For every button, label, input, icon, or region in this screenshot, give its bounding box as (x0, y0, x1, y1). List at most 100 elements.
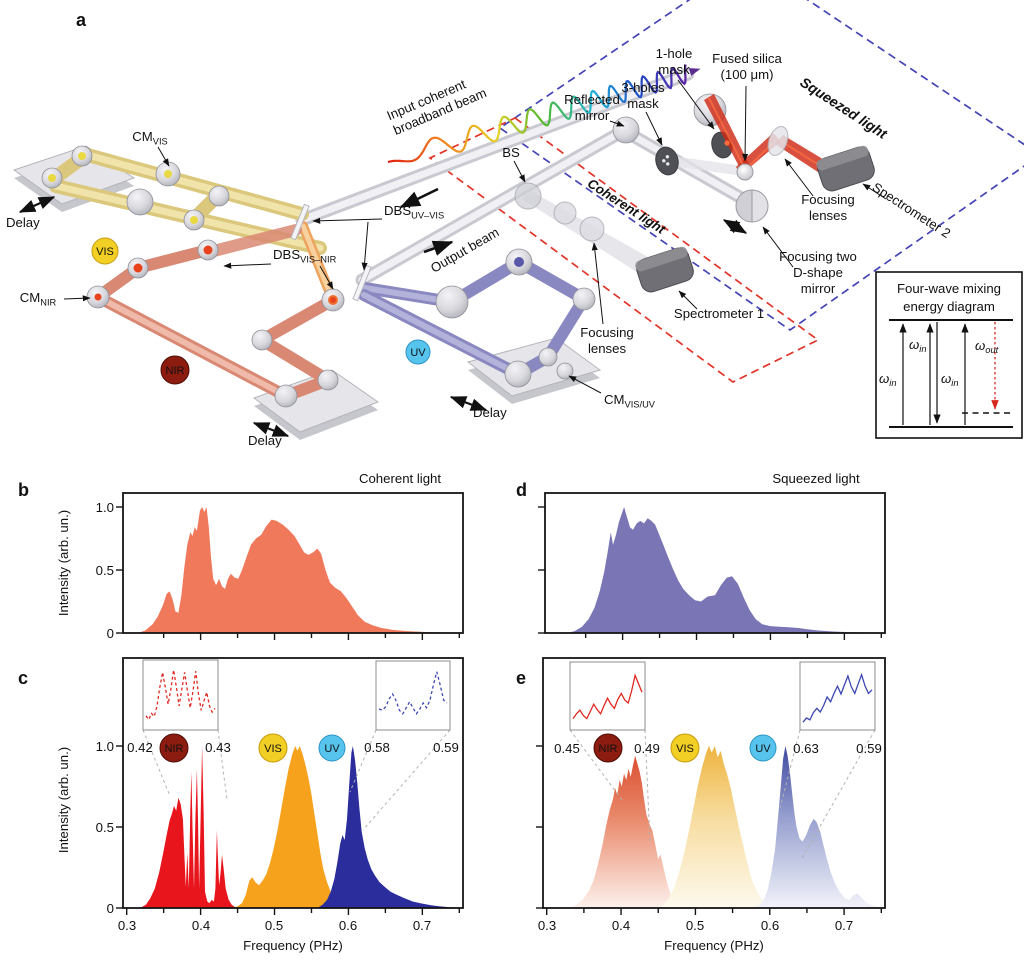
svg-text:0.43: 0.43 (205, 740, 231, 755)
c-nir-inset-line (145, 669, 216, 721)
e-nir-badge: NIR (593, 733, 623, 763)
spectrometer-2-body (816, 145, 875, 192)
svg-text:0.58: 0.58 (364, 740, 390, 755)
cm-nir-label: CMNIR (20, 290, 57, 308)
vis-badge: VIS (91, 237, 119, 265)
svg-text:Intensity (arb. un.): Intensity (arb. un.) (56, 747, 71, 853)
panel-e-letter: e (516, 668, 526, 688)
c-vis-band-area (231, 746, 362, 908)
omega-out-label: ωout (975, 338, 999, 355)
omega-in-label-mid: ωin (909, 337, 927, 354)
panel-c-axes (122, 657, 464, 909)
cm-visuv-label: CMVIS/UV (604, 392, 656, 410)
panel-b-title: Coherent light (359, 471, 441, 486)
svg-text:lenses: lenses (588, 341, 627, 356)
d-shape-mirror-label: Focusing two (779, 249, 857, 264)
svg-text:NIR: NIR (166, 365, 185, 377)
svg-text:0.42: 0.42 (127, 740, 153, 755)
svg-text:0: 0 (107, 626, 114, 641)
beam-splitter (514, 182, 542, 210)
e-uv-inset-line (802, 672, 873, 723)
svg-text:1.0: 1.0 (96, 500, 114, 515)
svg-text:0.6: 0.6 (761, 918, 779, 933)
panel-d-squeezed-spectrum: d Squeezed light (516, 471, 886, 640)
panel-e-squeezed-bands: e 0.45 0.49 0.63 0.59 NIR VIS UV 0.3 0.4… (516, 657, 886, 953)
svg-text:UV: UV (324, 743, 340, 755)
mask-to-silica-cone (672, 156, 743, 176)
coherent-spectrum-area (137, 507, 460, 633)
output-beam-arrow (423, 240, 454, 256)
spectrometer-2-label: Spectrometer 2 (870, 179, 954, 241)
label-pointers (63, 79, 887, 394)
svg-text:(100 μm): (100 μm) (720, 67, 773, 82)
reflected-mirror-label: Reflected (564, 92, 620, 107)
broadband-rainbow-wave (387, 64, 687, 164)
svg-text:UV: UV (755, 743, 771, 755)
panel-b-coherent-spectrum: b Coherent light Intensity (arb. un.) 1.… (18, 471, 464, 641)
svg-text:0.45: 0.45 (554, 741, 580, 756)
uv-badge: UV (405, 339, 431, 365)
spectrometer-1-body (635, 246, 694, 293)
panel-a-letter: a (76, 10, 87, 30)
e-uv-inset-box (799, 661, 876, 731)
svg-text:NIR: NIR (165, 743, 184, 755)
focusing-lens-squeezed (767, 126, 789, 156)
svg-text:VIS: VIS (676, 743, 694, 755)
panel-e-ticks (536, 745, 882, 915)
three-holes-mask (655, 146, 679, 176)
svg-text:1.0: 1.0 (96, 739, 114, 754)
dbs-uv-vis-label: DBSUV–VIS (384, 203, 444, 221)
one-hole-mask-label: 1-hole (656, 46, 693, 61)
panel-d-ticks (538, 506, 883, 640)
panel-d-letter: d (516, 480, 527, 500)
focusing-lenses-coherent-label: Focusing (580, 325, 634, 340)
uv-delay-arrow (449, 396, 488, 411)
input-beam-arrow (399, 187, 439, 209)
panel-b-ticks (116, 506, 461, 640)
svg-text:0.5: 0.5 (265, 918, 283, 933)
vis-delay-label: Delay (6, 215, 40, 230)
focusing-lens-coherent-1 (553, 201, 577, 225)
omega-in-label-right: ωin (941, 371, 959, 388)
svg-text:0.63: 0.63 (793, 741, 819, 756)
svg-text:0.49: 0.49 (634, 741, 660, 756)
coherent-light-dashed-box (428, 117, 820, 383)
nir-badge: NIR (160, 355, 190, 385)
cm-vis-label: CMVIS (132, 129, 168, 147)
svg-text:0.5: 0.5 (686, 918, 704, 933)
focusing-lenses-squeezed-label: Focusing (801, 192, 855, 207)
svg-text:0.4: 0.4 (612, 918, 630, 933)
svg-text:UV: UV (410, 347, 426, 359)
c-uv-inset-box (375, 660, 451, 731)
svg-text:NIR: NIR (599, 743, 618, 755)
reflected-mirror (612, 116, 640, 144)
nir-delay-arrow (252, 422, 290, 437)
svg-text:mirror: mirror (575, 108, 610, 123)
squeezed-light-dashed-box (498, 0, 1024, 332)
panel-b-axes (122, 492, 464, 634)
fused-silica-sample (736, 163, 754, 181)
svg-text:Squeezed light: Squeezed light (797, 75, 891, 144)
svg-text:0: 0 (107, 901, 114, 916)
svg-text:mask: mask (658, 62, 690, 77)
input-beam-label: Input coherent broadband beam (384, 76, 488, 137)
panel-b-letter: b (18, 480, 29, 500)
e-vis-band-area (656, 746, 781, 908)
svg-text:mask: mask (627, 96, 659, 111)
svg-text:Intensity (arb. un.): Intensity (arb. un.) (56, 510, 71, 616)
nir-delay-label: Delay (248, 433, 282, 448)
panel-c-ticks (116, 745, 461, 915)
e-nir-band-area (569, 755, 688, 908)
four-wave-mixing-diagram: Four-wave mixing energy diagram ωin ωin … (875, 271, 1023, 439)
d-shape-mirror (735, 189, 769, 223)
panel-d-axes (544, 492, 886, 634)
c-vis-badge: VIS (258, 733, 288, 763)
uv-delay-label: Delay (473, 405, 507, 420)
three-holes-mask-label: 3-holes (621, 80, 665, 95)
e-uv-badge: UV (749, 734, 777, 762)
e-uv-band-area (753, 746, 880, 908)
spectrometer-1-label: Spectrometer 1 (674, 306, 764, 321)
panel-c-ylabel: Intensity (arb. un.) (56, 747, 71, 853)
